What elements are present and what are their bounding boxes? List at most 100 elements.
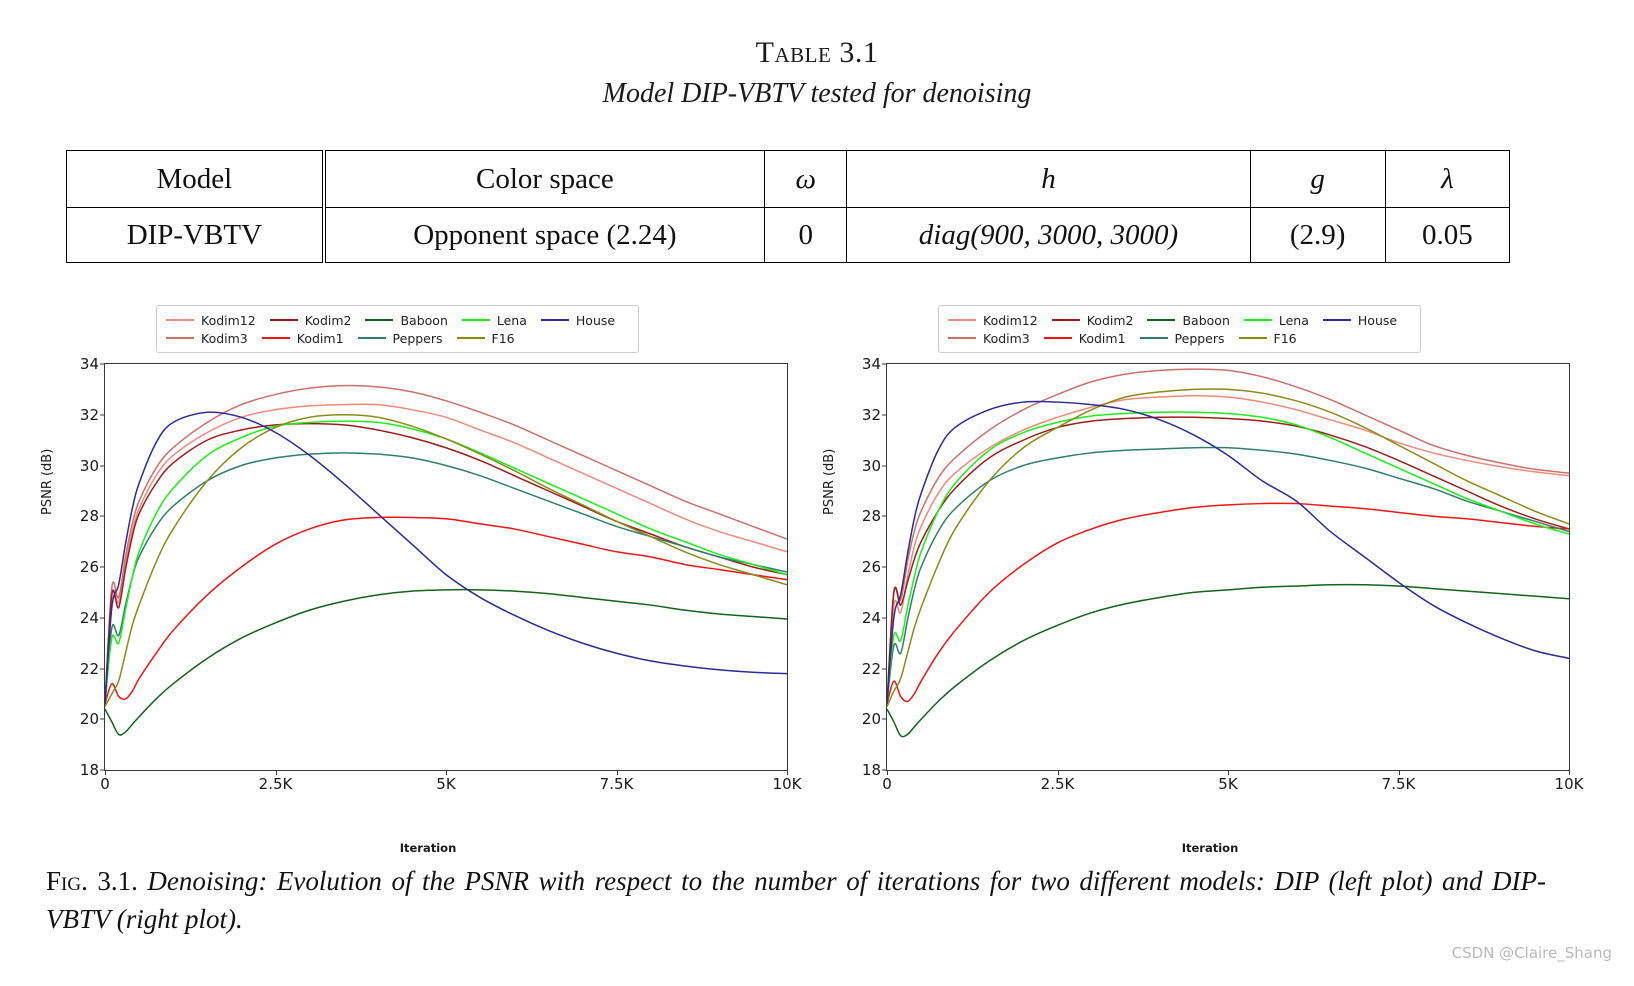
- legend-item-kodim2[interactable]: Kodim2: [1051, 313, 1133, 328]
- x-tick-label: 2.5K: [1040, 775, 1075, 793]
- legend-label: Kodim2: [304, 312, 352, 328]
- y-tick-mark: [882, 363, 887, 365]
- y-tick-mark: [882, 515, 887, 517]
- x-axis-label-left: Iteration: [399, 841, 457, 855]
- series-line-kodim3: [105, 386, 787, 705]
- legend-swatch-icon: [948, 337, 976, 339]
- x-tick-mark: [105, 770, 106, 775]
- x-axis-label-right: Iteration: [1181, 841, 1239, 855]
- y-tick-mark: [100, 718, 105, 720]
- x-tick-mark: [275, 770, 277, 775]
- legend-label: Kodim1: [1078, 330, 1126, 346]
- x-tick-label: 7.5K: [1381, 775, 1416, 793]
- legend-item-kodim1[interactable]: Kodim1: [1043, 330, 1126, 346]
- x-tick-label: 5K: [436, 775, 456, 793]
- y-tick-label: 32: [79, 405, 99, 424]
- y-tick-label: 34: [861, 355, 881, 373]
- series-line-house: [105, 412, 787, 704]
- y-tick-label: 28: [861, 507, 881, 526]
- y-tick-label: 26: [861, 558, 881, 576]
- y-tick-label: 24: [79, 608, 99, 627]
- series-line-house: [887, 401, 1569, 704]
- y-tick-label: 24: [861, 608, 881, 627]
- y-tick-label: 22: [861, 659, 881, 678]
- y-tick-label: 22: [79, 659, 99, 678]
- y-tick-mark: [882, 668, 887, 669]
- figure-number: Fig. 3.1.: [46, 866, 138, 896]
- series-line-kodim1: [887, 503, 1569, 704]
- cell-h: diag(900, 3000, 3000): [846, 207, 1251, 263]
- x-tick-mark: [1057, 770, 1059, 775]
- y-tick-mark: [100, 515, 105, 517]
- legend-item-kodim12[interactable]: Kodim12: [948, 313, 1038, 328]
- series-line-kodim2: [887, 417, 1569, 704]
- legend-item-peppers[interactable]: Peppers: [357, 330, 443, 346]
- series-line-peppers: [887, 447, 1569, 704]
- legend-swatch-icon: [357, 337, 386, 339]
- legend-item-f16[interactable]: F16: [456, 330, 515, 346]
- legend-swatch-icon: [365, 319, 394, 321]
- watermark: CSDN @Claire_Shang: [1451, 944, 1612, 962]
- series-line-lena: [105, 421, 787, 704]
- legend-label: Peppers: [392, 330, 443, 346]
- legend-swatch-icon: [1139, 337, 1168, 339]
- chart-dip: Kodim12 Kodim2 Baboon Lena House Kodim3 Kodim1…: [40, 305, 808, 855]
- legend-item-f16[interactable]: F16: [1238, 331, 1297, 346]
- table-header-model: Model: [65, 150, 325, 208]
- legend-item-kodim12[interactable]: Kodim12: [166, 313, 256, 328]
- legend-label: Kodim3: [201, 330, 248, 346]
- legend-right: Kodim12 Kodim2 Baboon Lena House Kodim3 Kodim1…: [938, 305, 1422, 353]
- y-tick-mark: [100, 566, 105, 568]
- legend-label: House: [575, 312, 616, 328]
- legend-swatch-icon: [1051, 319, 1080, 321]
- y-tick-label: 32: [861, 405, 881, 424]
- y-tick-label: 30: [861, 456, 881, 475]
- x-tick-mark: [887, 770, 888, 775]
- y-tick-mark: [882, 617, 887, 619]
- legend-item-lena[interactable]: Lena: [1243, 313, 1309, 328]
- legend-item-baboon[interactable]: Baboon: [365, 312, 448, 328]
- cell-color-space: Opponent space (2.24): [321, 207, 766, 263]
- figure-caption: Fig. 3.1. Denoising: Evolution of the PS…: [46, 862, 1546, 939]
- legend-item-kodim2[interactable]: Kodim2: [269, 312, 352, 328]
- y-tick-mark: [100, 465, 105, 466]
- legend-item-lena[interactable]: Lena: [461, 313, 527, 328]
- y-tick-label: 34: [79, 355, 99, 373]
- series-line-baboon: [105, 590, 787, 735]
- legend-item-kodim1[interactable]: Kodim1: [261, 331, 344, 346]
- x-tick-label: 0: [100, 775, 110, 793]
- legend-swatch-icon: [1243, 319, 1272, 321]
- legend-swatch-icon: [948, 319, 976, 321]
- y-tick-mark: [100, 363, 105, 365]
- legend-swatch-icon: [461, 319, 490, 321]
- table-title: Model DIP-VBTV tested for denoising: [602, 78, 1032, 109]
- y-tick-label: 28: [79, 507, 99, 526]
- legend-left: Kodim12 Kodim2 Baboon Lena House Kodim3 Kodim1…: [156, 305, 640, 353]
- legend-swatch-icon: [261, 337, 290, 339]
- legend-item-baboon[interactable]: Baboon: [1147, 313, 1230, 328]
- legend-label: Peppers: [1174, 330, 1225, 346]
- series-line-baboon: [887, 585, 1569, 737]
- table-header-g: g: [1249, 150, 1386, 208]
- legend-item-peppers[interactable]: Peppers: [1139, 330, 1225, 346]
- legend-swatch-icon: [166, 337, 194, 339]
- legend-label: F16: [491, 330, 515, 346]
- table-number: Table 3.1: [755, 36, 879, 69]
- legend-row: Kodim3 Kodim1 Peppers F16: [166, 329, 629, 347]
- legend-item-kodim3[interactable]: Kodim3: [948, 331, 1030, 346]
- series-line-f16: [105, 415, 787, 707]
- legend-item-kodim3[interactable]: Kodim3: [166, 331, 248, 346]
- legend-row: Kodim3 Kodim1 Peppers F16: [948, 329, 1411, 347]
- x-tick-mark: [787, 770, 788, 775]
- legend-label: Baboon: [400, 312, 448, 328]
- legend-item-house[interactable]: House: [1322, 312, 1398, 328]
- table-header-row: Model Color space ω h g λ: [65, 150, 1511, 208]
- x-tick-label: 10K: [772, 775, 802, 793]
- y-tick-label: 30: [79, 456, 99, 475]
- table-header-color-space: Color space: [321, 150, 766, 208]
- legend-swatch-icon: [1238, 337, 1267, 339]
- legend-label: House: [1357, 312, 1398, 328]
- x-tick-mark: [1569, 770, 1570, 775]
- legend-item-house[interactable]: House: [540, 312, 616, 328]
- figure-caption-text: Denoising: Evolution of the PSNR with re…: [46, 866, 1547, 935]
